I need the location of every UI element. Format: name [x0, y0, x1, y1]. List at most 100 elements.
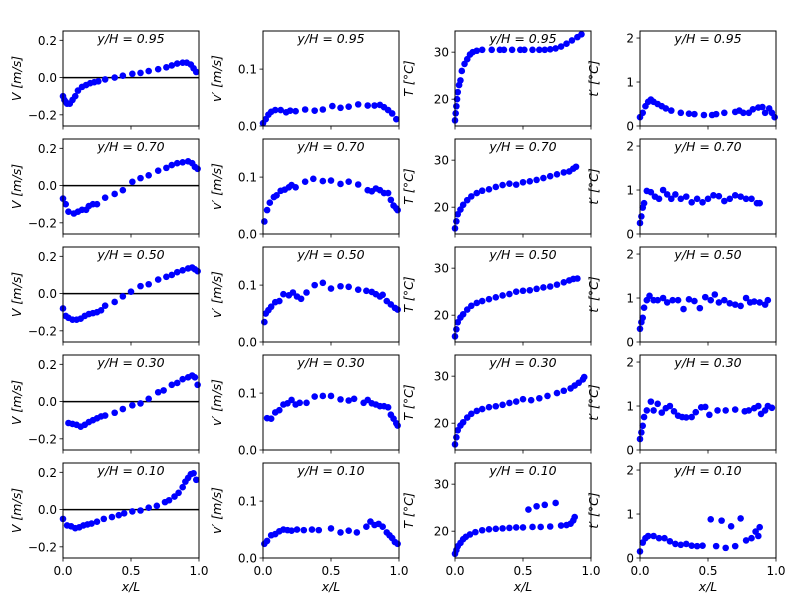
data-point [731, 406, 739, 413]
data-point [459, 418, 467, 426]
data-point [691, 110, 698, 118]
x-tick-label: 0.5 [513, 564, 532, 578]
data-point [194, 381, 201, 389]
data-point [533, 285, 540, 293]
data-point [506, 399, 513, 407]
data-point [506, 290, 513, 298]
data-point [179, 375, 186, 383]
data-point [319, 392, 327, 400]
panel-title: y/H = 0.50 [488, 247, 556, 262]
data-point [111, 190, 118, 198]
data-point [712, 542, 720, 550]
data-point [394, 540, 401, 548]
panel-title: y/H = 0.30 [96, 355, 164, 370]
data-point [101, 76, 109, 83]
y-tick-label: 0.0 [38, 287, 57, 301]
y-axis-label: t′ [°C] [586, 492, 601, 529]
data-point [552, 499, 559, 507]
data-point [363, 287, 370, 295]
data-point [394, 422, 401, 429]
data-point [529, 523, 536, 531]
y-tick-label: 0 [626, 336, 634, 350]
panel-title: y/H = 0.10 [673, 463, 741, 478]
data-point [492, 294, 500, 301]
x-tick-label: 0.0 [445, 564, 464, 578]
y-axis-label: t′ [°C] [586, 384, 601, 421]
data-point [499, 401, 506, 409]
data-point [297, 295, 305, 303]
data-point [453, 218, 460, 225]
data-point [267, 303, 275, 311]
y-tick-label: −0.2 [28, 324, 57, 338]
data-point [71, 92, 79, 100]
data-point [737, 302, 744, 310]
data-point [506, 524, 513, 532]
data-point [519, 395, 527, 403]
y-axis-label: t′ [°C] [586, 276, 601, 313]
data-point [194, 267, 201, 275]
data-point [714, 407, 721, 414]
data-point [691, 297, 698, 305]
data-point [108, 513, 116, 521]
data-point [65, 208, 72, 215]
data-point [512, 181, 520, 188]
data-point [499, 292, 506, 299]
data-point [726, 299, 734, 307]
y-tick-label: 0.0 [238, 120, 257, 134]
data-point [700, 111, 708, 119]
data-point [93, 200, 101, 208]
data-point [726, 195, 734, 203]
data-point [519, 524, 527, 531]
data-point [640, 199, 648, 207]
data-point [384, 189, 392, 197]
data-point [574, 275, 581, 282]
data-point [666, 537, 674, 545]
data-point [536, 46, 543, 54]
y-tick-label: 0.2 [38, 466, 57, 480]
y-axis-label: v′ [m/s] [209, 271, 224, 318]
data-point [563, 40, 570, 47]
data-point [129, 70, 136, 78]
data-point [750, 298, 758, 305]
y-tick-label: 0.1 [238, 279, 257, 293]
data-point [280, 290, 287, 298]
data-point [512, 398, 520, 405]
data-point [740, 109, 747, 117]
data-point [173, 379, 181, 387]
data-point [119, 72, 127, 80]
data-point [168, 271, 176, 279]
data-point [88, 520, 95, 527]
y-tick-label: 0 [626, 552, 634, 566]
y-tick-label: 30 [434, 262, 449, 276]
data-point [337, 282, 344, 290]
data-point [500, 46, 508, 54]
data-point [659, 186, 667, 194]
y-tick-label: 2 [626, 356, 634, 370]
data-point [101, 302, 109, 309]
data-point [544, 392, 551, 400]
data-point [129, 178, 136, 186]
data-point [263, 537, 271, 545]
y-tick-label: 0.1 [238, 495, 257, 509]
data-point [137, 507, 144, 514]
y-tick-label: 0.0 [238, 444, 257, 458]
y-tick-label: 1 [626, 184, 634, 198]
x-tick-label: 1.0 [766, 564, 785, 578]
y-axis-label: V [m/s] [9, 56, 24, 101]
data-point [394, 306, 401, 313]
data-point [394, 206, 401, 214]
data-point [742, 537, 750, 544]
data-point [273, 192, 280, 199]
data-point [677, 541, 685, 549]
data-point [707, 515, 715, 523]
data-point [478, 405, 486, 413]
data-point [190, 469, 197, 477]
data-point [764, 296, 772, 304]
data-point [276, 297, 283, 305]
data-point [267, 415, 275, 423]
data-point [742, 195, 750, 203]
data-point [553, 170, 561, 178]
y-tick-label: 2 [626, 32, 634, 46]
data-point [473, 407, 481, 415]
data-point [485, 186, 493, 193]
